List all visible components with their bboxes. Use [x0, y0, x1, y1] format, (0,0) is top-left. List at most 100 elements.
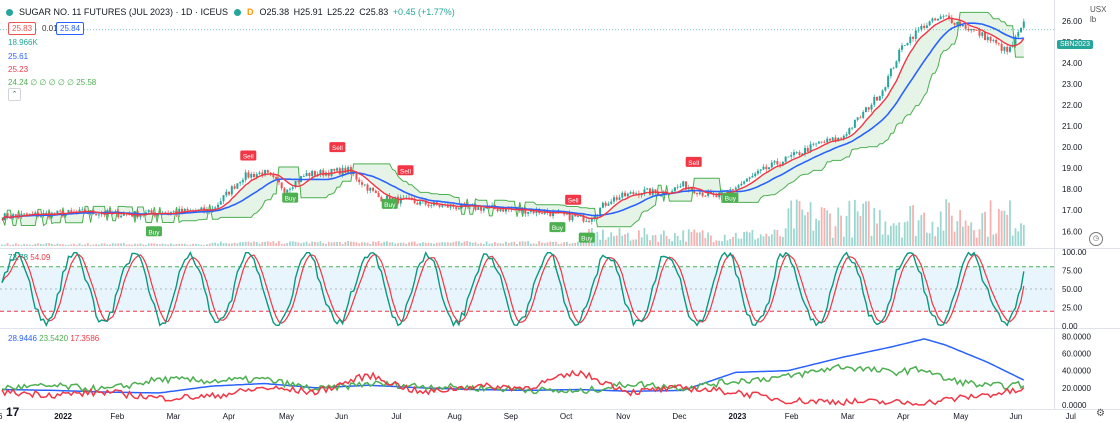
x-tick-label: Jun	[335, 412, 348, 421]
volume-bar	[147, 243, 150, 246]
candle-body	[228, 191, 231, 195]
volume-bar	[264, 241, 266, 246]
clock-icon[interactable]: ◷	[1089, 232, 1103, 246]
trend-band-fill	[2, 12, 1024, 227]
collapse-legend-icon[interactable]: ⌃	[8, 88, 21, 101]
x-tick-label: Oct	[560, 412, 573, 421]
volume-bar	[286, 243, 289, 246]
volume-bar	[319, 241, 322, 246]
channel-legend: 24.24 ∅ ∅ ∅ ∅ ∅ 25.58	[8, 78, 97, 87]
y-tick-label: 0.00	[1062, 322, 1078, 331]
currency-unit[interactable]: USX	[1090, 5, 1107, 14]
y-tick-label: 23.00	[1062, 80, 1083, 89]
candle-body	[582, 214, 585, 222]
support-line	[1, 11, 1024, 228]
volume-bar	[477, 243, 480, 246]
volume-bar	[374, 242, 377, 246]
candle-body	[815, 143, 818, 145]
signal-buy: Buy	[381, 198, 398, 209]
volume-bar	[518, 241, 521, 246]
volume-bar	[596, 231, 599, 246]
candle-body	[898, 49, 901, 62]
volume-bar	[98, 244, 100, 246]
volume-bar	[64, 244, 67, 246]
sell-price-button[interactable]: 25.83	[8, 22, 37, 35]
volume-bar	[92, 244, 95, 246]
candle-body	[402, 197, 405, 199]
volume-bar	[394, 243, 397, 246]
candle-body	[914, 30, 917, 39]
volume-bar	[408, 242, 410, 246]
candle-body	[975, 30, 978, 31]
x-tick-label: 6	[0, 412, 3, 421]
candle-body	[845, 134, 848, 136]
candle-body	[992, 39, 995, 41]
volume-bar	[469, 242, 471, 246]
price-unit[interactable]: lb	[1090, 15, 1097, 24]
signal-label: Buy	[148, 229, 160, 236]
volume-bar	[3, 244, 6, 246]
candle-body	[241, 179, 244, 183]
candle-body	[1020, 27, 1023, 33]
volume-bar	[405, 243, 408, 246]
volume-bar	[1011, 235, 1014, 246]
volume-bar	[557, 243, 560, 246]
volume-bar	[496, 243, 499, 246]
x-tick-label: Apr	[223, 412, 236, 421]
candle-body	[673, 187, 676, 192]
candle-body	[826, 138, 829, 143]
y-tick-label: 100.00	[1062, 248, 1087, 257]
candle-body	[646, 188, 649, 190]
candle-body	[272, 174, 275, 178]
volume-bar	[541, 242, 543, 246]
volume-bar	[934, 236, 937, 246]
gear-icon[interactable]: ⚙	[1096, 408, 1105, 419]
symbol-title[interactable]: SUGAR NO. 11 FUTURES (JUL 2023) · 1D · I…	[19, 7, 229, 17]
candle-body	[765, 166, 768, 170]
chart-header: SUGAR NO. 11 FUTURES (JUL 2023) · 1D · I…	[6, 5, 457, 19]
signal-label-bg	[329, 142, 346, 153]
volume-bar	[197, 244, 200, 246]
buy-price-button[interactable]: 25.84	[56, 22, 85, 35]
y-tick-label: 60.0000	[1062, 349, 1091, 358]
candle-body	[122, 213, 125, 216]
candle-body	[970, 28, 973, 31]
candle-body	[250, 173, 253, 178]
candle-body	[790, 155, 793, 157]
candle-body	[696, 193, 699, 195]
volume-bar	[117, 243, 120, 246]
volume-bar	[740, 238, 743, 246]
volume-bar	[862, 203, 865, 246]
candle-body	[95, 213, 98, 216]
volume-bar	[507, 243, 510, 246]
volume-bar	[372, 241, 374, 246]
candle-body	[34, 212, 37, 215]
candle-body	[424, 200, 427, 205]
volume-bar	[341, 243, 344, 246]
candle-body	[441, 205, 444, 207]
candle-body	[28, 213, 31, 215]
volume-bar	[494, 242, 496, 246]
candle-body	[881, 90, 884, 97]
signal-sell: Sell	[397, 165, 414, 176]
candle-body	[216, 204, 219, 208]
volume-bar	[278, 241, 280, 246]
volume-bar	[726, 240, 729, 246]
minus-di-value: 17.3586	[70, 334, 100, 343]
candle-body	[787, 156, 790, 158]
candle-body	[214, 207, 217, 209]
candle-body	[280, 182, 283, 189]
signal-sell: Sell	[685, 156, 702, 167]
volume-bar	[9, 244, 12, 246]
candle-body	[53, 212, 56, 215]
candle-body	[660, 195, 663, 197]
candle-body	[255, 174, 258, 178]
candle-body	[707, 191, 710, 196]
volume-bar	[571, 243, 574, 246]
candle-body	[585, 221, 588, 222]
volume-bar	[183, 243, 186, 246]
candle-body	[1017, 32, 1020, 37]
volume-bar	[377, 241, 380, 246]
x-tick-label: Jun	[1009, 412, 1022, 421]
